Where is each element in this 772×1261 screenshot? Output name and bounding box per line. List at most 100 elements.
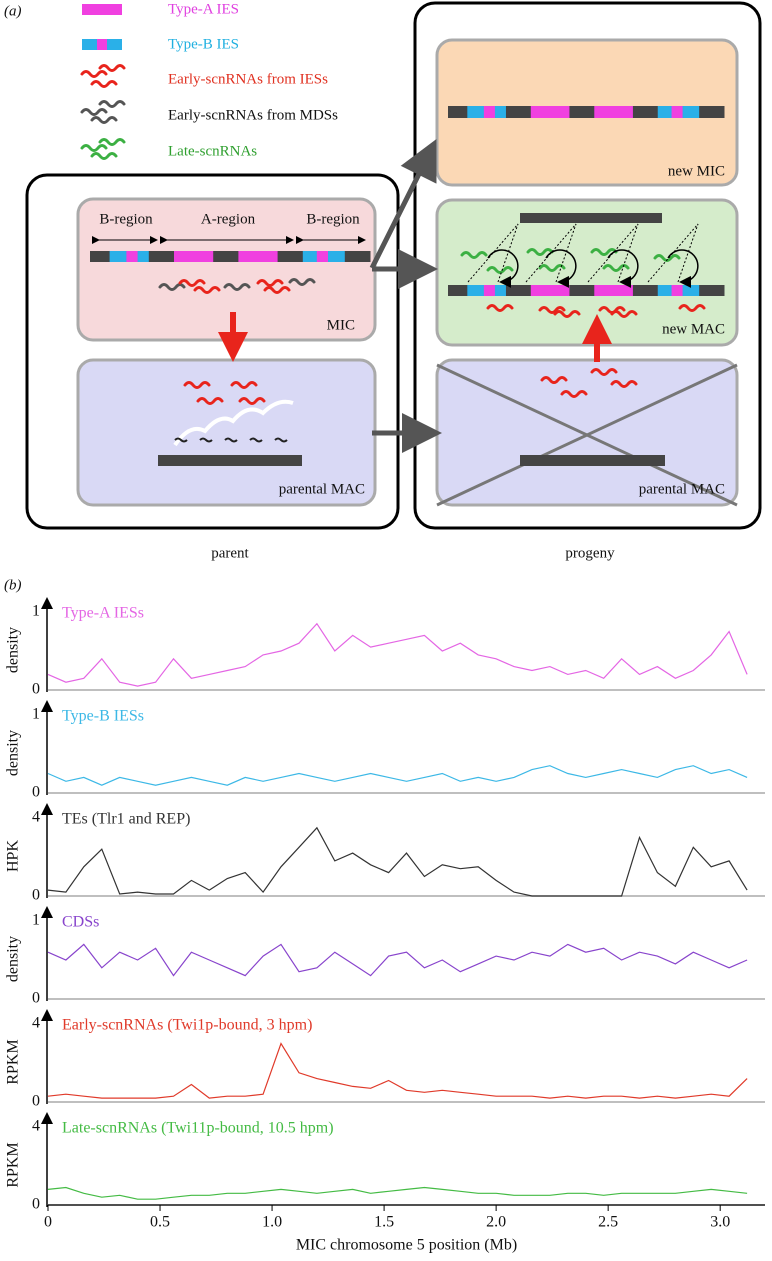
chromosome-segment bbox=[109, 251, 127, 262]
track: 0 1 density Type-A IESs bbox=[5, 597, 765, 698]
scnrna bbox=[526, 248, 554, 256]
chromosome-segment bbox=[505, 106, 532, 118]
signal-line bbox=[47, 1186, 748, 1200]
dotted-link bbox=[647, 223, 699, 283]
track: 0 1 density CDSs bbox=[5, 906, 765, 1007]
scnrna bbox=[538, 264, 566, 272]
chromosome-segment bbox=[569, 285, 595, 296]
region-label: B-region bbox=[306, 211, 360, 227]
panel-label: (b) bbox=[4, 577, 22, 593]
scnrna bbox=[90, 80, 118, 88]
scnrna bbox=[183, 381, 211, 389]
track-label: Type-A IESs bbox=[62, 605, 144, 622]
scnrna bbox=[196, 397, 224, 405]
y-tick-label: 0 bbox=[32, 1196, 40, 1213]
mds-rna bbox=[249, 437, 263, 443]
chromosome-segment bbox=[90, 251, 111, 262]
scnrna bbox=[610, 310, 638, 318]
x-tick-label: 2.0 bbox=[486, 1214, 506, 1231]
dotted-link bbox=[525, 223, 577, 283]
dotted-link bbox=[467, 223, 519, 283]
scnrna bbox=[80, 70, 108, 78]
signal-line bbox=[47, 1042, 748, 1099]
cell-label: progeny bbox=[565, 545, 615, 561]
panel-a: (a) B-region A-region B-region MIC paren… bbox=[4, 1, 762, 561]
chromosome-segment bbox=[174, 251, 214, 262]
signal-line bbox=[47, 622, 748, 687]
chromosome bbox=[520, 213, 662, 223]
y-tick-label: 1 bbox=[32, 706, 40, 723]
scnrna bbox=[540, 376, 568, 384]
chromosome-segment bbox=[671, 285, 684, 296]
scnrna bbox=[230, 381, 258, 389]
scnrna bbox=[238, 397, 266, 405]
track-label: Type-B IESs bbox=[62, 708, 144, 725]
scnrna bbox=[80, 108, 108, 116]
chromosome-segment bbox=[530, 285, 570, 296]
panel-label: (a) bbox=[4, 3, 22, 19]
y-tick-label: 4 bbox=[32, 809, 40, 826]
x-tick-label: 2.5 bbox=[598, 1214, 618, 1231]
y-axis-label: density bbox=[5, 730, 22, 776]
scnrna bbox=[610, 380, 638, 388]
legend-label: Type-A IES bbox=[168, 1, 239, 17]
chromosome-segment bbox=[137, 251, 150, 262]
legend-swatch bbox=[82, 4, 122, 15]
chromosome-segment bbox=[494, 106, 507, 118]
chromosome-segment bbox=[569, 106, 595, 118]
chromosome-segment bbox=[483, 285, 496, 296]
y-tick-label: 4 bbox=[32, 1015, 40, 1032]
chromosome-segment bbox=[505, 285, 532, 296]
compartment-label: MIC bbox=[327, 317, 355, 333]
chromosome-segment bbox=[494, 285, 507, 296]
chromosome-segment bbox=[302, 251, 318, 262]
panel-b: (b) 0 1 density Type-A IESs 0 1 density Type-B … bbox=[4, 577, 765, 1254]
chromosome-segment bbox=[657, 285, 673, 296]
scnrna bbox=[263, 286, 291, 294]
track-label: Late-scnRNAs (Twi11p-bound, 10.5 hpm) bbox=[62, 1120, 334, 1137]
mds-rna bbox=[224, 437, 238, 443]
scnrna bbox=[193, 286, 221, 294]
chromosome-segment bbox=[148, 251, 175, 262]
cross bbox=[436, 363, 738, 507]
scnrna bbox=[678, 304, 706, 312]
scnrna bbox=[590, 248, 618, 256]
chromosome-segment bbox=[632, 106, 659, 118]
y-tick-label: 1 bbox=[32, 912, 40, 929]
compartment-label: new MIC bbox=[668, 163, 725, 179]
chromosome-segment bbox=[594, 285, 634, 296]
x-tick-label: 0.5 bbox=[150, 1214, 170, 1231]
chromosome-segment bbox=[213, 251, 239, 262]
y-tick-label: 0 bbox=[32, 784, 40, 801]
signal-line bbox=[47, 765, 748, 786]
legend-label: Type-B IES bbox=[168, 36, 239, 52]
chromosome-segment bbox=[328, 251, 346, 262]
mds-rna bbox=[174, 437, 188, 443]
signal-line bbox=[47, 943, 748, 977]
chromosome-segment bbox=[671, 106, 684, 118]
region-label: A-region bbox=[201, 211, 256, 227]
x-tick-label: 3.0 bbox=[710, 1214, 730, 1231]
scnrna bbox=[553, 310, 581, 318]
chromosome-segment bbox=[467, 106, 485, 118]
chromosome-segment bbox=[682, 106, 700, 118]
chromosome-segment bbox=[699, 285, 725, 296]
scnrna bbox=[158, 283, 186, 291]
y-tick-label: 4 bbox=[32, 1118, 40, 1135]
chromosome-segment bbox=[448, 106, 468, 118]
legend-swatch bbox=[97, 39, 107, 50]
scnrna bbox=[486, 304, 514, 312]
mds-rna bbox=[199, 437, 213, 443]
scnrna bbox=[98, 64, 126, 72]
scnrna bbox=[90, 152, 118, 160]
chromosome-segment bbox=[530, 106, 570, 118]
scnrna bbox=[288, 278, 316, 286]
compartment-label: parental MAC bbox=[279, 481, 365, 497]
y-tick-label: 0 bbox=[32, 887, 40, 904]
chromosome bbox=[158, 455, 302, 466]
chromosome-segment bbox=[483, 106, 496, 118]
y-tick-label: 0 bbox=[32, 681, 40, 698]
scnrna bbox=[90, 116, 118, 124]
legend-label: Early-scnRNAs from IESs bbox=[168, 71, 328, 87]
